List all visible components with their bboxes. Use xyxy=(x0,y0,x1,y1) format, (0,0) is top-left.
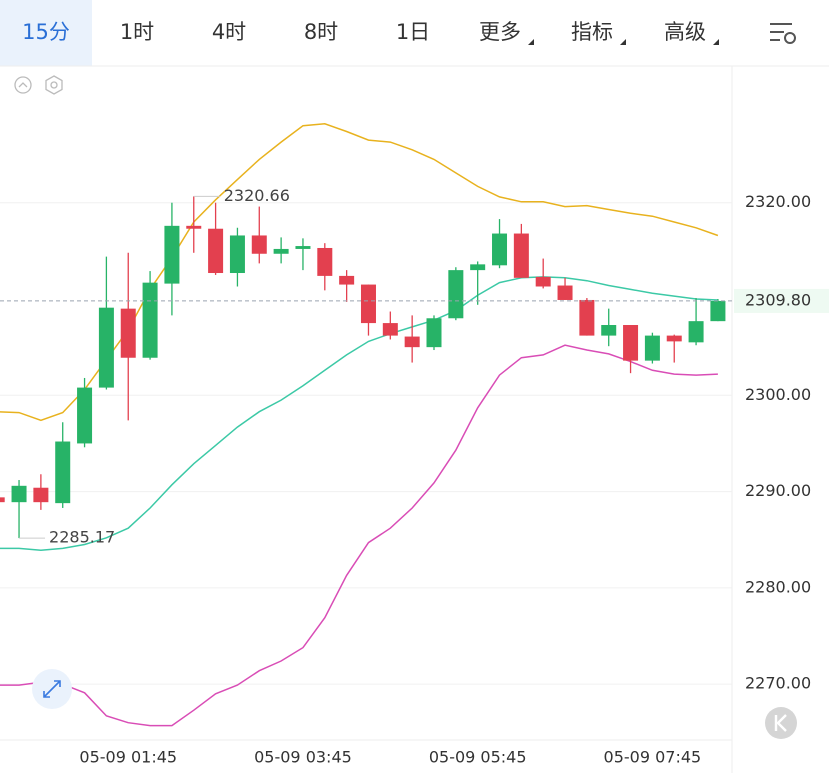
dropdown-caret xyxy=(528,39,534,45)
candle-body xyxy=(426,318,442,348)
tab[interactable]: 4时 xyxy=(212,20,246,44)
tab[interactable]: 更多 xyxy=(479,20,521,44)
candle-body xyxy=(120,308,136,358)
candle-body xyxy=(251,235,267,254)
current-price-bg xyxy=(734,288,829,313)
candle-body xyxy=(644,335,660,361)
x-tick-label: 05-09 07:45 xyxy=(604,748,702,767)
x-tick-label: 05-09 03:45 xyxy=(254,748,352,767)
settings-icon[interactable] xyxy=(770,23,796,44)
candle-body xyxy=(339,275,355,285)
expand-button[interactable] xyxy=(32,669,72,709)
candle-body xyxy=(77,387,93,444)
dropdown-caret xyxy=(713,39,719,45)
toolbar xyxy=(0,0,829,66)
y-tick-label: 2300.00 xyxy=(745,385,811,404)
candle-body xyxy=(710,300,726,322)
scroll-latest-button[interactable] xyxy=(765,707,797,739)
tabs: 15分 1时 4时 8时 1日 更多 指标 高级 xyxy=(22,20,796,45)
tab[interactable]: 高级 xyxy=(664,20,706,44)
candle-body xyxy=(623,325,639,361)
y-tick-label: 2320.00 xyxy=(745,192,811,211)
candle-body xyxy=(164,225,180,284)
candle-body xyxy=(557,285,573,300)
high-label: 2320.66 xyxy=(224,186,290,205)
plot: 2270.00 2280.00 2290.00 2300.00 2320.00 05-09… xyxy=(0,123,829,767)
candle-body xyxy=(470,264,486,271)
candle-body xyxy=(142,282,158,358)
candle-body xyxy=(360,284,376,324)
band-line xyxy=(0,276,718,552)
candle-body xyxy=(208,228,224,274)
candle-body xyxy=(448,270,464,319)
candle-body xyxy=(55,441,71,504)
candle-body xyxy=(601,325,617,336)
candle-body xyxy=(404,336,420,348)
candle-body xyxy=(295,246,311,249)
band-line xyxy=(0,344,718,727)
tab[interactable]: 1日 xyxy=(396,20,430,44)
candle-body xyxy=(273,248,289,254)
candle-body xyxy=(688,321,704,343)
candle-body xyxy=(186,225,202,229)
candle-body xyxy=(579,299,595,336)
tab[interactable]: 指标 xyxy=(571,20,613,44)
candle-body xyxy=(382,323,398,336)
candle-body xyxy=(317,247,333,276)
candle-body xyxy=(513,233,529,278)
band-line xyxy=(0,123,719,422)
candle-body xyxy=(98,307,114,388)
active-tab-bg xyxy=(0,0,92,66)
candle-body xyxy=(535,276,551,287)
current-price-label: 2309.80 xyxy=(745,290,811,309)
tab[interactable]: 15分 xyxy=(22,20,70,44)
candle-body xyxy=(229,235,245,274)
tab[interactable]: 1时 xyxy=(120,20,154,44)
candle-body xyxy=(0,497,5,503)
candle-body xyxy=(492,233,508,266)
indicator-icons[interactable] xyxy=(14,75,63,95)
x-tick-label: 05-09 05:45 xyxy=(429,748,527,767)
tab[interactable]: 8时 xyxy=(304,20,338,44)
candle-body xyxy=(11,485,27,503)
y-tick-label: 2270.00 xyxy=(745,674,811,693)
candle-body xyxy=(33,487,49,503)
x-tick-label: 05-09 01:45 xyxy=(79,748,177,767)
low-label: 2285.17 xyxy=(49,528,115,547)
y-tick-label: 2280.00 xyxy=(745,577,811,596)
candle-body xyxy=(666,335,682,342)
dropdown-caret xyxy=(620,39,626,45)
y-tick-label: 2290.00 xyxy=(745,481,811,500)
